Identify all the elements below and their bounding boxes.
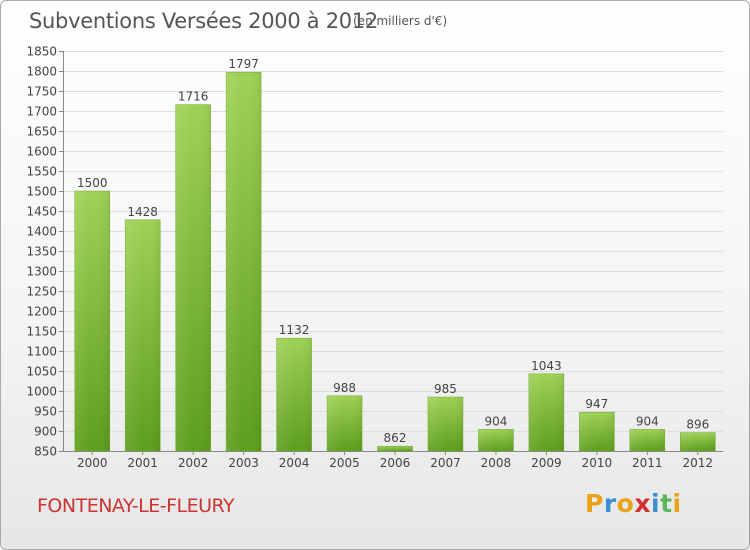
y-tick-label: 1450 [26,205,57,219]
x-tick-label-2005: 2005 [329,456,360,470]
data-label-2003: 1797 [228,57,259,71]
bar-shine-2011 [629,429,665,451]
y-tick-label: 900 [34,425,57,439]
logo-letter: t [660,489,673,518]
bar-shine-2002 [175,104,211,451]
x-tick-label-2011: 2011 [632,456,663,470]
data-label-2009: 1043 [531,359,562,373]
data-label-2005: 988 [333,381,356,395]
logo-letter: i [651,489,661,518]
bar-shine-2001 [125,219,161,451]
x-tick-label-2003: 2003 [228,456,259,470]
y-tick-label: 1800 [26,65,57,79]
x-tick-label-2012: 2012 [682,456,713,470]
bar-shine-2007 [427,397,463,451]
bar-shine-2004 [276,338,312,451]
bar-shine-2012 [680,432,716,451]
commune-name: FONTENAY-LE-FLEURY [37,495,235,517]
y-tick-label: 850 [34,445,57,459]
x-tick-label-2001: 2001 [127,456,158,470]
y-tick-label: 950 [34,405,57,419]
proxiti-logo: Proxiti [585,489,682,518]
y-tick-label: 1850 [26,45,57,59]
bar-shine-2010 [579,412,615,451]
y-tick-label: 1550 [26,165,57,179]
y-tick-label: 1650 [26,125,57,139]
y-tick-label: 1750 [26,85,57,99]
y-tick-label: 1250 [26,285,57,299]
x-tick-label-2002: 2002 [178,456,209,470]
data-label-2012: 896 [686,418,709,432]
x-tick-label-2004: 2004 [279,456,310,470]
data-label-2001: 1428 [127,205,158,219]
y-tick-label: 1300 [26,265,57,279]
data-label-2011: 904 [636,414,659,428]
x-tick-label-2009: 2009 [531,456,562,470]
logo-letter: i [672,489,682,518]
x-tick-label-2007: 2007 [430,456,461,470]
logo-letter: r [603,489,617,518]
y-tick-label: 1500 [26,185,57,199]
y-tick-label: 1000 [26,385,57,399]
y-tick-label: 1350 [26,245,57,259]
logo-letter: o [616,489,635,518]
bar-shine-2000 [74,191,110,451]
y-tick-label: 1100 [26,345,57,359]
y-tick-label: 1600 [26,145,57,159]
data-label-2002: 1716 [178,90,209,104]
bar-shine-2006 [377,446,413,451]
data-label-2007: 985 [434,382,457,396]
x-tick-label-2006: 2006 [380,456,411,470]
data-label-2006: 862 [384,431,407,445]
data-label-2010: 947 [585,397,608,411]
bar-shine-2003 [226,72,262,451]
data-label-2004: 1132 [279,323,310,337]
bar-shine-2005 [327,395,363,451]
data-label-2008: 904 [484,414,507,428]
x-tick-label-2000: 2000 [77,456,108,470]
chart-subtitle: (en milliers d'€) [353,14,448,28]
y-tick-label: 1700 [26,105,57,119]
y-tick-label: 1150 [26,325,57,339]
y-tick-label: 1400 [26,225,57,239]
x-tick-label-2010: 2010 [582,456,613,470]
bar-shine-2008 [478,429,514,451]
x-tick-label-2008: 2008 [481,456,512,470]
data-label-2000: 1500 [77,176,108,190]
bar-shine-2009 [528,373,564,451]
chart-title: Subventions Versées 2000 à 2012 [29,9,378,33]
y-tick-label: 1200 [26,305,57,319]
y-tick-label: 1050 [26,365,57,379]
logo-letter: x [634,489,651,518]
logo-letter: P [585,489,604,518]
